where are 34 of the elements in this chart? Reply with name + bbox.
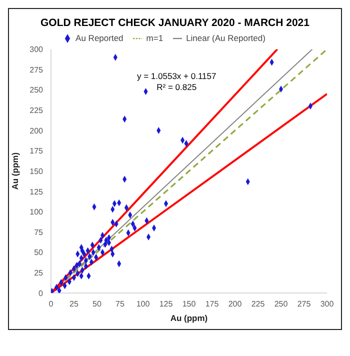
x-axis-title: Au (ppm) bbox=[170, 313, 208, 323]
x-tick-label: 0 bbox=[48, 300, 54, 309]
y-tick-label: 225 bbox=[30, 106, 44, 116]
y-tick-label: 175 bbox=[30, 146, 44, 156]
annotation: R² = 0.825 bbox=[156, 82, 198, 93]
y-tick-label: 50 bbox=[34, 248, 44, 258]
annotation: y = 1.0553x + 0.1157 bbox=[137, 71, 216, 82]
x-tick-label: 300 bbox=[320, 300, 334, 309]
y-tick-label: 275 bbox=[30, 65, 44, 74]
y-tick-label: 25 bbox=[34, 268, 44, 278]
x-tick-label: 25 bbox=[70, 300, 79, 309]
legend-label: m=1 bbox=[146, 33, 164, 43]
y-tick-label: 250 bbox=[30, 86, 44, 95]
y-tick-label: 200 bbox=[30, 126, 44, 136]
x-tick-label: 125 bbox=[159, 300, 174, 309]
y-tick-label: 300 bbox=[30, 45, 44, 54]
y-tick-label: 75 bbox=[34, 228, 44, 237]
y-tick-label: 100 bbox=[30, 208, 44, 217]
x-tick-label: 75 bbox=[116, 300, 125, 309]
x-tick-label: 175 bbox=[205, 300, 220, 309]
x-tick-label: 200 bbox=[228, 300, 242, 309]
y-axis-title: Au (ppm) bbox=[10, 152, 20, 190]
chart-title: GOLD REJECT CHECK JANUARY 2020 - MARCH 2021 bbox=[40, 17, 310, 29]
y-tick-label: 150 bbox=[30, 166, 44, 176]
x-tick-label: 275 bbox=[297, 300, 312, 309]
legend-label: Linear (Au Reported) bbox=[186, 33, 266, 43]
x-tick-label: 50 bbox=[92, 300, 102, 309]
x-tick-label: 250 bbox=[274, 300, 288, 309]
legend-label: Au Reported bbox=[76, 33, 124, 43]
x-tick-label: 100 bbox=[136, 300, 150, 309]
x-tick-label: 225 bbox=[251, 300, 266, 309]
y-tick-label: 125 bbox=[30, 187, 44, 196]
y-tick-label: 0 bbox=[38, 288, 44, 298]
x-tick-label: 150 bbox=[182, 300, 196, 309]
